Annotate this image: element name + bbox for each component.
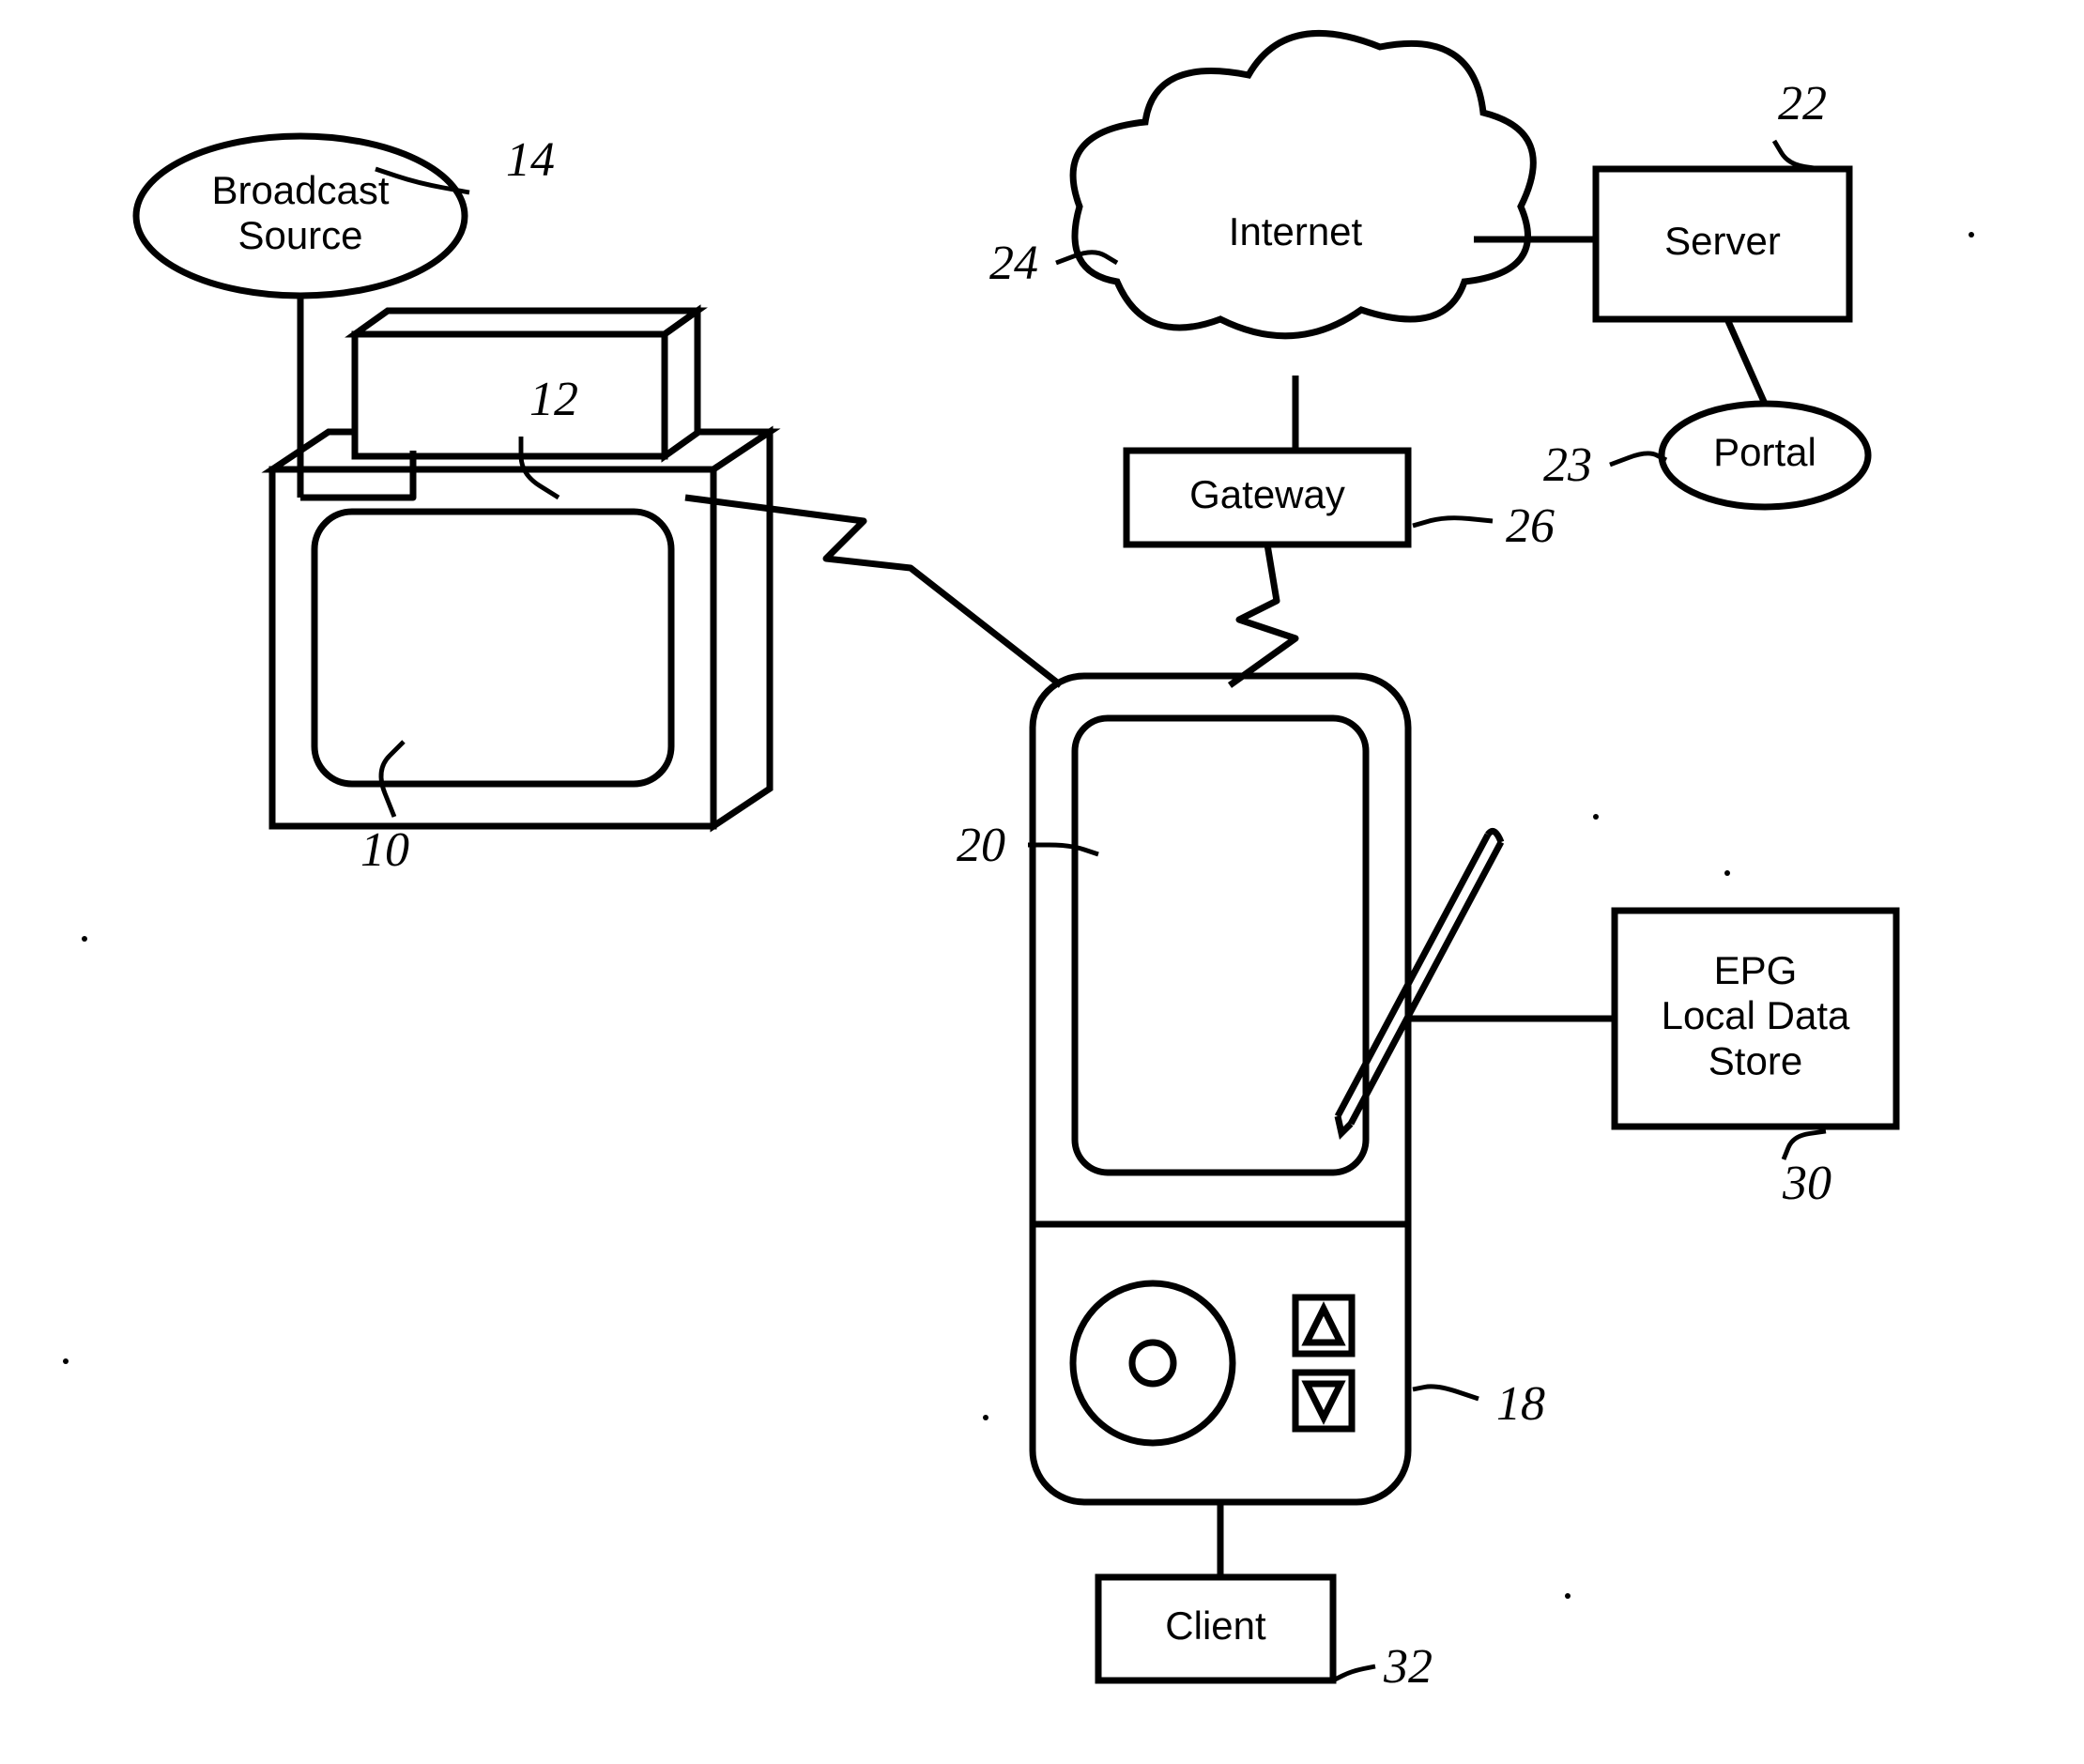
connector	[1727, 319, 1765, 404]
leader-r32	[1333, 1666, 1375, 1680]
ref-r14: 14	[506, 133, 555, 187]
svg-text:Client: Client	[1165, 1603, 1266, 1648]
svg-text:Source: Source	[238, 213, 362, 257]
speck	[983, 1415, 988, 1420]
ref-r30: 30	[1782, 1157, 1831, 1210]
leader-r14	[375, 169, 469, 192]
svg-text:Gateway: Gateway	[1189, 472, 1345, 516]
leader-r18	[1413, 1387, 1479, 1399]
ref-r20: 20	[957, 819, 1005, 872]
svg-text:Store: Store	[1709, 1038, 1802, 1082]
speck	[1969, 232, 1974, 238]
ref-r18: 18	[1496, 1377, 1545, 1431]
svg-text:Broadcast: Broadcast	[211, 168, 389, 212]
ref-r23: 23	[1543, 438, 1592, 492]
ref-r24: 24	[989, 237, 1038, 290]
leader-r22	[1774, 141, 1821, 169]
svg-text:Internet: Internet	[1229, 209, 1363, 253]
ref-r22: 22	[1778, 77, 1827, 130]
connector	[1230, 545, 1295, 685]
leader-r30	[1784, 1131, 1826, 1159]
speck	[1593, 814, 1599, 820]
ref-r32: 32	[1383, 1640, 1433, 1694]
pda	[1033, 676, 1501, 1502]
tv	[272, 311, 770, 826]
speck	[1724, 870, 1730, 876]
speck	[1565, 1593, 1571, 1599]
internet	[1073, 33, 1533, 335]
ref-r10: 10	[360, 823, 409, 877]
leader-r24	[1056, 253, 1117, 263]
svg-text:Local Data: Local Data	[1662, 993, 1850, 1037]
leader-r23	[1610, 453, 1666, 465]
svg-text:Server: Server	[1664, 219, 1781, 263]
ref-r26: 26	[1506, 499, 1555, 553]
svg-text:EPG: EPG	[1714, 948, 1798, 992]
ref-r12: 12	[529, 373, 578, 426]
speck	[63, 1358, 69, 1364]
speck	[82, 936, 87, 942]
leader-r26	[1413, 518, 1493, 526]
svg-text:Portal: Portal	[1713, 430, 1816, 474]
